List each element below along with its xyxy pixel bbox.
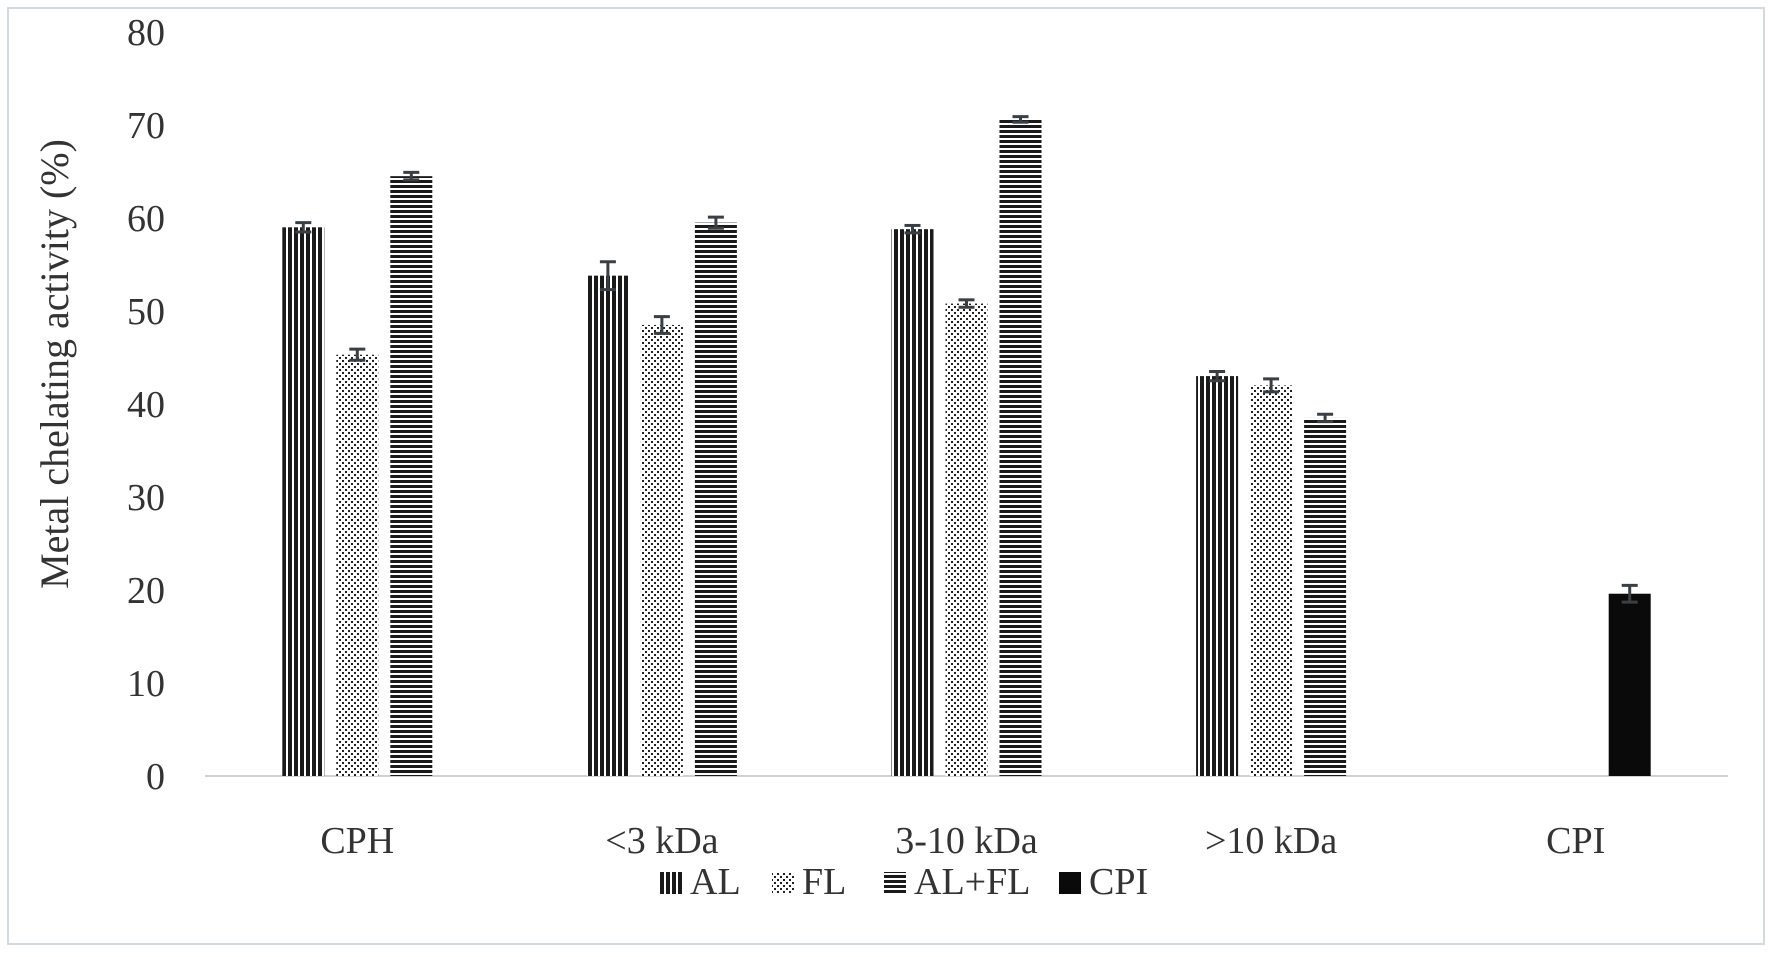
legend-swatch [884, 872, 906, 894]
bar [390, 176, 433, 776]
bar [1608, 593, 1651, 776]
bar [336, 354, 379, 776]
y-axis-label: Metal chelating activity (%) [32, 139, 77, 589]
bar [640, 324, 683, 776]
x-tick-label: CPI [1546, 820, 1605, 862]
y-tick-label: 30 [127, 477, 165, 519]
y-tick-label: 50 [127, 291, 165, 333]
legend-label: AL [690, 861, 741, 903]
bar [282, 227, 325, 777]
y-tick-label: 70 [127, 105, 165, 147]
y-tick-label: 0 [146, 756, 165, 798]
legend-label: AL+FL [914, 861, 1030, 903]
legend-swatch [772, 872, 794, 894]
bar [694, 222, 737, 776]
y-tick-label: 10 [127, 663, 165, 705]
bar [999, 119, 1042, 777]
bar [1250, 385, 1293, 776]
bar [1304, 417, 1347, 776]
y-tick-label: 20 [127, 570, 165, 612]
bar [586, 275, 629, 776]
x-tick-label: >10 kDa [1205, 820, 1337, 862]
x-tick-label: 3-10 kDa [895, 820, 1038, 862]
y-tick-label: 80 [127, 12, 165, 54]
chart-border [7, 7, 1765, 945]
x-tick-label: CPH [320, 820, 394, 862]
legend-label: CPI [1089, 861, 1148, 903]
bar [891, 229, 934, 776]
legend-swatch [660, 872, 682, 894]
plot-area: 0 10 20 30 40 50 60 70 80 CPH <3 kDa 3-10 kDa >10 kD… [127, 12, 1728, 862]
legend-label: FL [802, 861, 846, 903]
bar [1196, 376, 1239, 776]
legend: AL FL AL+FL CPI [660, 861, 1148, 903]
y-tick-label: 40 [127, 384, 165, 426]
legend-swatch [1059, 872, 1081, 894]
y-tick-label: 60 [127, 198, 165, 240]
x-tick-label: <3 kDa [605, 820, 718, 862]
bar [945, 303, 988, 776]
